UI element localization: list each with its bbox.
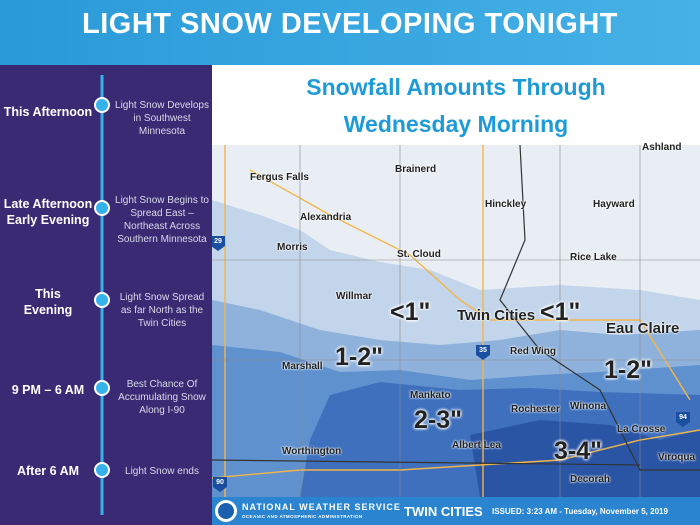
city: Viroqua	[658, 452, 696, 463]
map-title: Wednesday Morning	[343, 111, 569, 137]
state-line	[499, 145, 700, 471]
timeline-description: Light Snow ends	[125, 466, 199, 477]
timeline-time: This Evening	[23, 287, 73, 317]
road	[249, 169, 491, 321]
footer-subagency: OCEANIC AND ATMOSPHERIC ADMINISTRATION	[242, 514, 363, 519]
timeline-time: 9 PM – 6 AM	[11, 383, 85, 397]
shield	[676, 412, 690, 427]
shield	[476, 345, 490, 360]
shield	[212, 236, 225, 251]
timeline-time: After 6 AM	[16, 464, 80, 478]
city: Fergus Falls	[250, 172, 309, 183]
city: Decorah	[570, 474, 611, 485]
footer-agency: NATIONAL WEATHER SERVICE	[242, 502, 401, 512]
interstate-number: 90	[216, 479, 224, 486]
timeline-description: Best Chance Of Accumulating Snow Along I…	[118, 379, 206, 416]
city: Twin Cities	[457, 307, 536, 324]
timeline-dots	[94, 97, 110, 478]
state-line	[212, 459, 641, 466]
city: Morris	[277, 242, 308, 253]
snow-amount: 3-4"	[554, 437, 602, 465]
city: St. Cloud	[397, 249, 441, 260]
snow-amount: 2-3"	[414, 406, 462, 434]
city: Brainerd	[395, 164, 437, 175]
snow-amount: 1-2"	[604, 356, 652, 384]
map-title-band	[212, 65, 700, 145]
snow-amount: <1"	[540, 298, 581, 326]
timeline-dot	[94, 97, 110, 113]
city: Winona	[570, 401, 607, 412]
city: Willmar	[336, 291, 373, 302]
city: Alexandria	[300, 212, 352, 223]
timeline-dot	[94, 380, 110, 396]
interstate-number: 94	[679, 414, 687, 421]
city: Eau Claire	[606, 320, 680, 337]
city: Marshall	[282, 361, 323, 372]
city: Mankato	[410, 390, 451, 401]
timeline-description: Light Snow Develops in Southwest Minneso…	[115, 100, 209, 137]
city: Red Wing	[510, 346, 557, 357]
city: Ashland	[642, 142, 682, 153]
footer-office: TWIN CITIES	[404, 504, 483, 519]
map	[212, 145, 700, 497]
footer-band	[212, 497, 700, 525]
city: Hayward	[593, 199, 635, 210]
timeline-dot	[94, 462, 110, 478]
title: LIGHT SNOW DEVELOPING TONIGHT	[82, 8, 618, 40]
county-line	[212, 145, 700, 497]
interstate-number: 29	[214, 238, 222, 245]
timeline-time: Late Afternoon Early Evening	[3, 197, 93, 227]
snow-amount: <1"	[390, 298, 431, 326]
city: Rochester	[511, 404, 560, 415]
footer-issued: ISSUED: 3:23 AM - Tuesday, November 5, 2…	[492, 507, 668, 516]
map-title: Snowfall Amounts Through	[306, 74, 606, 100]
shield	[213, 477, 227, 492]
interstate-number: 35	[479, 347, 487, 354]
timeline-description: Light Snow Spread as far North as the Tw…	[119, 292, 205, 329]
city: La Crosse	[617, 424, 666, 435]
header-band	[0, 0, 700, 65]
city: Rice Lake	[570, 252, 617, 263]
city: Worthington	[282, 446, 342, 457]
timeline-dot	[94, 292, 110, 308]
city: Albert Lea	[452, 440, 501, 451]
timeline-dot	[94, 200, 110, 216]
boundaries	[212, 145, 700, 497]
snow-amount: 1-2"	[335, 343, 383, 371]
noaa-logo-inner	[218, 503, 234, 519]
city: Hinckley	[485, 199, 527, 210]
timeline-time: This Afternoon	[3, 105, 93, 119]
timeline-description: Light Snow Begins to Spread East – North…	[115, 195, 209, 245]
interstate-shields	[212, 236, 690, 492]
